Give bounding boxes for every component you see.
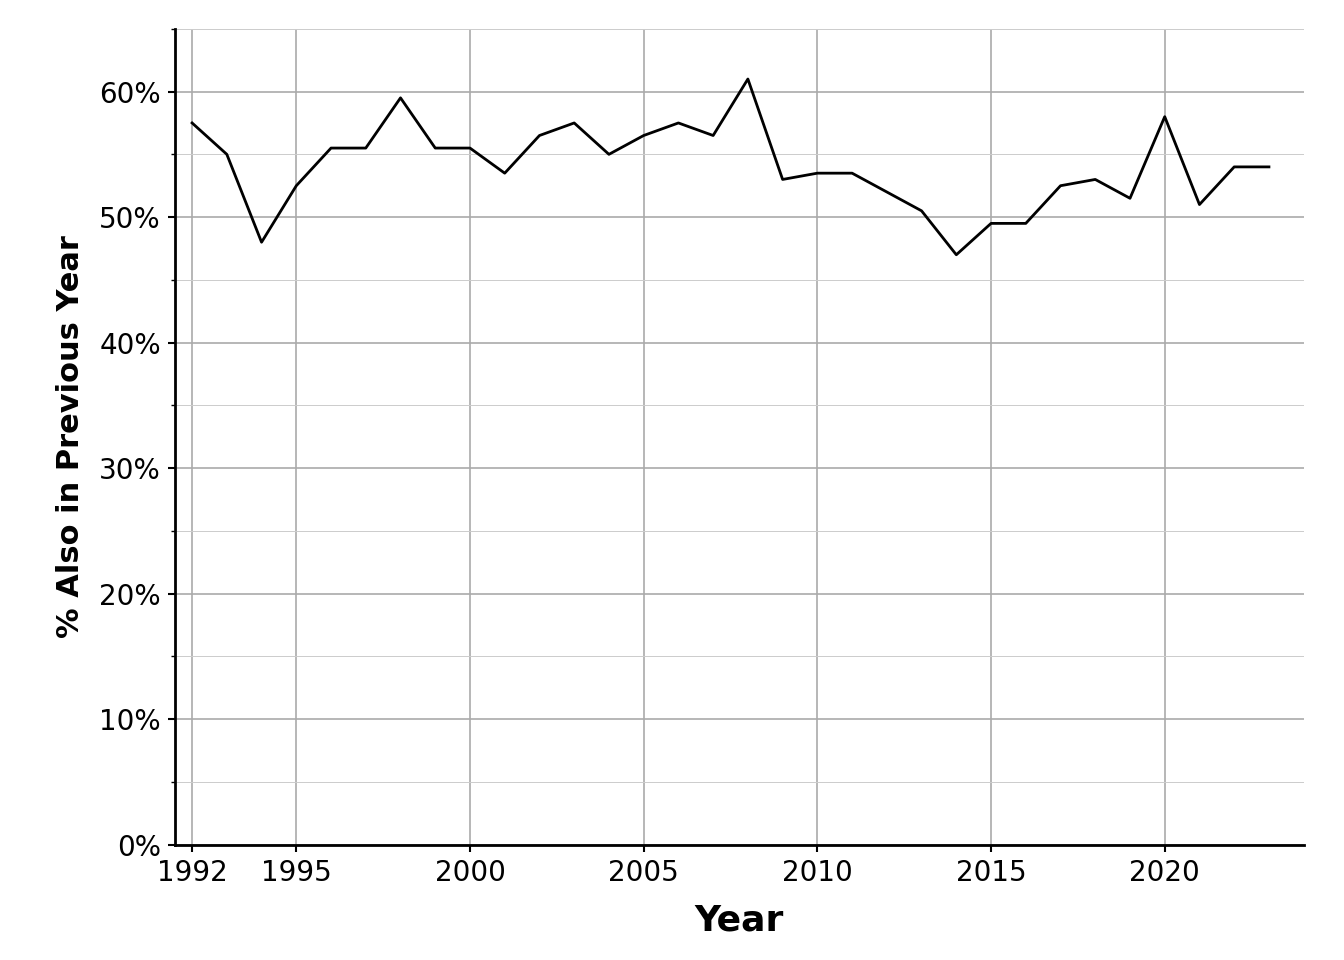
Y-axis label: % Also in Previous Year: % Also in Previous Year <box>56 235 85 638</box>
X-axis label: Year: Year <box>695 903 784 937</box>
